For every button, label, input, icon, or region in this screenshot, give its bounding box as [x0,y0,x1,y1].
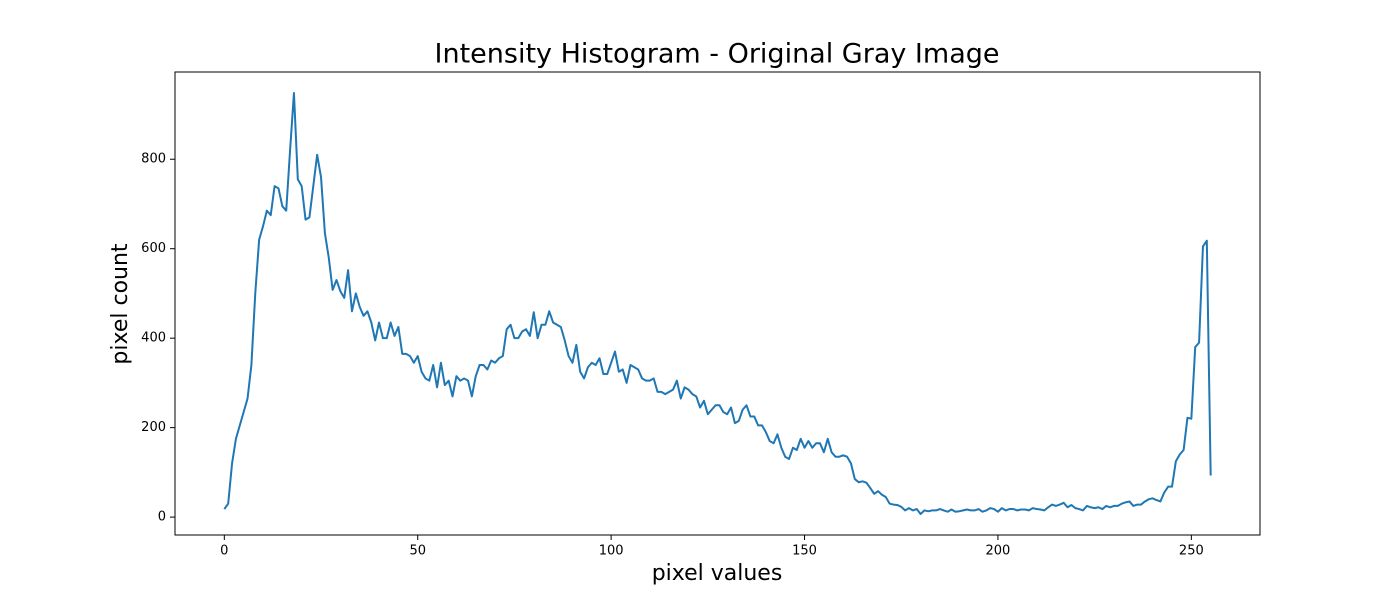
y-tick-label: 800 [141,152,166,167]
x-tick-label: 0 [220,544,228,559]
y-tick-label: 600 [141,241,166,256]
data-line [223,92,1212,515]
x-tick-label: 50 [409,544,426,559]
x-tick-label: 150 [792,544,817,559]
x-tick-label: 100 [599,544,624,559]
plot-frame [174,71,1261,536]
x-tick-label: 250 [1179,544,1204,559]
y-tick-label: 200 [141,420,166,435]
x-axis-label: pixel values [652,561,783,586]
x-tick-label: 200 [986,544,1011,559]
chart-title: Intensity Histogram - Original Gray Imag… [435,39,1000,70]
y-axis-label: pixel count [108,243,133,365]
y-tick-label: 0 [158,510,166,525]
y-tick-label: 400 [141,331,166,346]
